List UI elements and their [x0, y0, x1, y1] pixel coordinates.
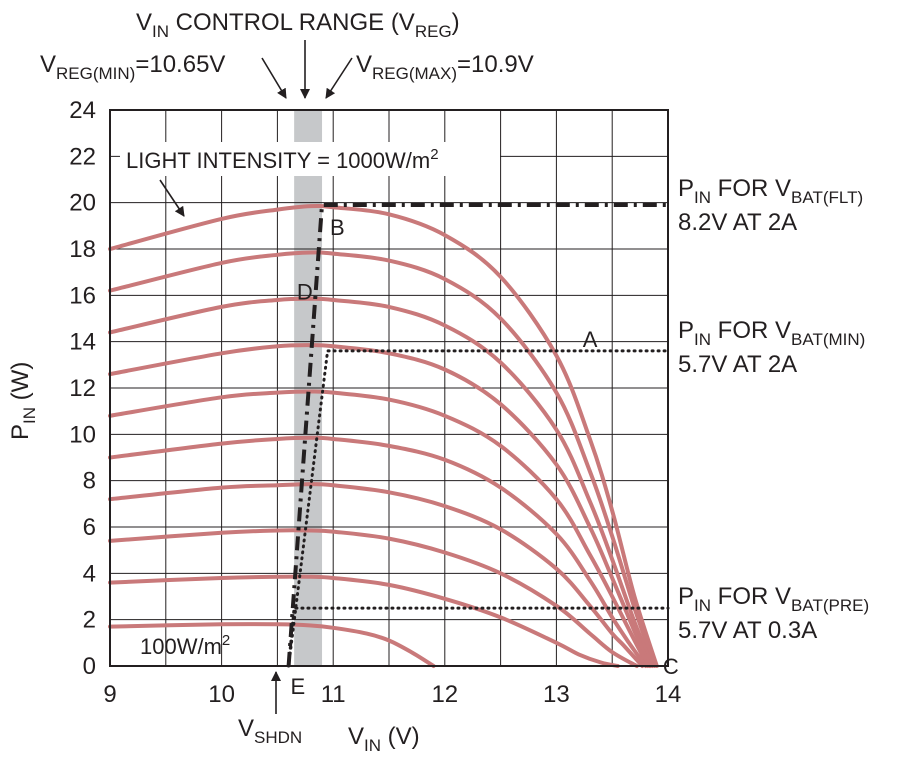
x-axis-label: VIN (V): [348, 723, 420, 755]
flt-label: PIN FOR VBAT(FLT) 8.2V AT 2A: [678, 175, 863, 236]
control-range-label: VIN CONTROL RANGE (VREG): [136, 9, 460, 41]
low-intensity-label: 100W/m2: [140, 632, 230, 659]
y-tick-label: 2: [83, 607, 96, 634]
y-tick-label: 6: [83, 514, 96, 541]
min-label: PIN FOR VBAT(MIN) 5.7V AT 2A: [678, 317, 865, 378]
vreg-max-label: VREG(MAX)=10.9V: [356, 51, 534, 83]
operating-paths: [286, 203, 670, 668]
vbat-pre-path: [287, 606, 670, 668]
vshdn-label: VSHDN: [238, 715, 302, 747]
pv-curve: [108, 528, 639, 668]
point-label-a: A: [583, 327, 598, 352]
y-tick-label: 22: [69, 143, 96, 170]
y-tick-label: 16: [69, 282, 96, 309]
y-tick-label: 4: [83, 560, 96, 587]
vreg-min-arrow: [261, 57, 287, 99]
y-tick-label: 24: [69, 97, 96, 124]
svg-text:5.7V AT 2A: 5.7V AT 2A: [678, 351, 797, 378]
y-axis-label: PIN (W): [7, 362, 39, 440]
point-label-d: D: [297, 279, 313, 304]
x-tick-label: 11: [321, 681, 346, 708]
point-labels: A B C D E: [291, 215, 679, 699]
pre-label: PIN FOR VBAT(PRE) 5.7V AT 0.3A: [678, 583, 869, 644]
plot-frame: [109, 109, 669, 667]
y-tick-label: 0: [83, 653, 96, 680]
x-tick-label: 12: [431, 681, 458, 708]
light-intensity-bg: [120, 142, 500, 176]
vbat-min-path: [287, 349, 670, 668]
y-tick-label: 12: [69, 375, 96, 402]
pv-curve: [108, 250, 657, 668]
y-tick-label: 18: [69, 236, 96, 263]
x-tick-label: 9: [103, 681, 116, 708]
point-label-b: B: [330, 215, 345, 240]
svg-text:PIN FOR VBAT(MIN): PIN FOR VBAT(MIN): [678, 317, 865, 349]
y-tick-label: 20: [69, 190, 96, 217]
point-label-c: C: [663, 654, 679, 679]
pv-curve: [108, 389, 650, 668]
pv-curve: [108, 574, 620, 668]
svg-text:5.7V AT 0.3A: 5.7V AT 0.3A: [678, 617, 817, 644]
y-tick-label: 14: [69, 329, 96, 356]
svg-text:8.2V AT 2A: 8.2V AT 2A: [678, 209, 797, 236]
pv-curve: [108, 435, 648, 668]
grid: [110, 110, 668, 666]
pv-curve: [108, 296, 655, 668]
light-intensity-label: LIGHT INTENSITY = 1000W/m2: [126, 146, 439, 173]
pv-curve: [108, 482, 645, 668]
svg-text:PIN FOR VBAT(PRE): PIN FOR VBAT(PRE): [678, 583, 869, 615]
vreg-max-arrow: [325, 57, 353, 99]
svg-text:PIN FOR VBAT(FLT): PIN FOR VBAT(FLT): [678, 175, 863, 207]
pv-curve: [108, 343, 653, 668]
x-tick-label: 10: [208, 681, 235, 708]
pv-curve: [108, 622, 436, 668]
light-intensity-arrow: [159, 179, 185, 217]
point-label-e: E: [291, 674, 306, 699]
y-tick-label: 10: [69, 421, 96, 448]
vbat-flt-path: [286, 203, 668, 667]
pv-curve: [108, 203, 659, 668]
x-tick-label: 14: [655, 681, 682, 708]
vreg-min-label: VREG(MIN)=10.65V: [40, 51, 225, 83]
y-tick-label: 8: [83, 468, 96, 495]
curve-family: [108, 203, 659, 668]
x-tick-label: 13: [543, 681, 570, 708]
